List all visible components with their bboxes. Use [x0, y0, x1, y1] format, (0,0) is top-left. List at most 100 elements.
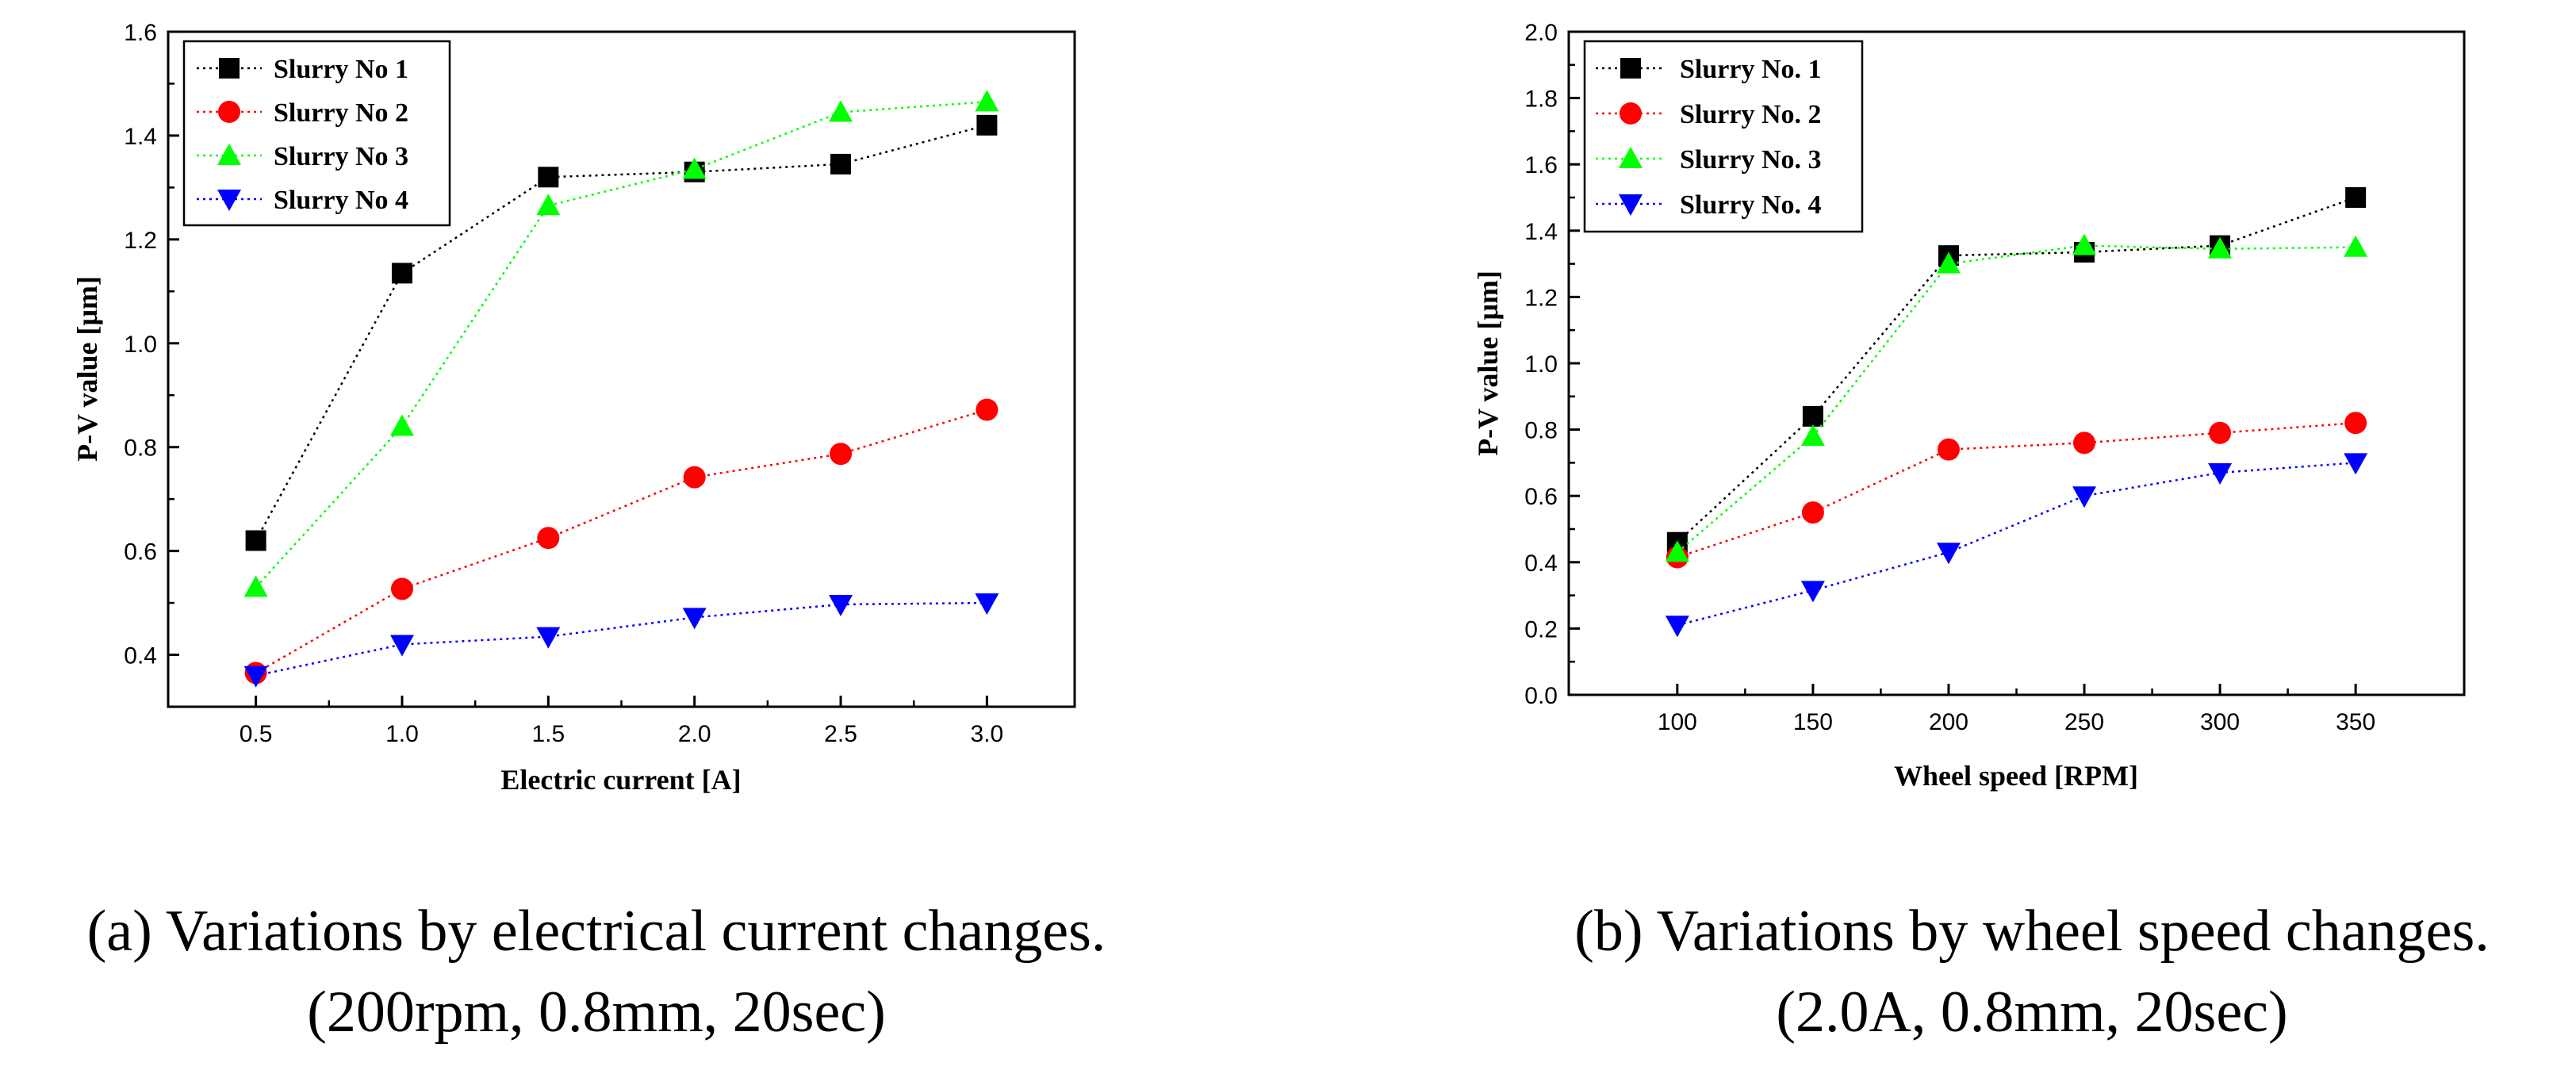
- caption-line-1: (a) Variations by electrical current cha…: [87, 899, 1106, 964]
- legend: Slurry No 1 Slurry No 2 Slurry No 3 Slurry …: [182, 40, 451, 227]
- y-tick-label: 0.6: [124, 539, 157, 566]
- legend-marker: [218, 101, 240, 123]
- data-point: [2208, 462, 2233, 485]
- series-line-2: [255, 409, 987, 674]
- data-point: [975, 90, 999, 112]
- legend-marker: [1620, 102, 1642, 125]
- y-tick-label: 0.4: [124, 643, 157, 669]
- legend-marker: [1619, 194, 1643, 216]
- x-tick-label: 2.5: [824, 721, 857, 747]
- legend-marker: [217, 144, 241, 165]
- y-tick-label: 1.2: [1524, 285, 1558, 311]
- x-tick-label: 300: [2200, 709, 2240, 735]
- y-tick-label: 1.8: [1524, 86, 1558, 113]
- series-line-1: [1676, 196, 2356, 543]
- x-tick-label: 1.0: [385, 721, 419, 747]
- data-point: [245, 530, 266, 551]
- data-point: [1800, 581, 1825, 603]
- data-point: [2344, 412, 2367, 435]
- x-tick-label: 350: [2336, 709, 2375, 735]
- x-tick-label: 2.0: [678, 721, 711, 747]
- data-point: [682, 608, 707, 630]
- caption-line-2: (2.0A, 0.8mm, 20sec): [1776, 980, 2287, 1045]
- caption-line-2: (200rpm, 0.8mm, 20sec): [307, 980, 886, 1045]
- data-point: [243, 575, 268, 597]
- data-point: [389, 414, 414, 436]
- data-point: [1800, 424, 1825, 446]
- legend-label: Slurry No. 4: [1680, 190, 1822, 220]
- series-line-4: [255, 601, 987, 677]
- series-layer: [1665, 187, 2368, 638]
- data-point: [829, 595, 853, 617]
- x-tick-label: 250: [2064, 709, 2104, 735]
- data-point: [243, 665, 268, 688]
- y-tick-label: 2.0: [1524, 20, 1558, 46]
- y-tick-label: 1.6: [1524, 152, 1558, 178]
- data-point: [976, 398, 999, 421]
- legend-marker: [1620, 58, 1641, 79]
- legend-label: Slurry No. 1: [1680, 55, 1822, 84]
- data-point: [1801, 501, 1824, 524]
- legend-label: Slurry No. 2: [1680, 100, 1822, 129]
- data-point: [1665, 540, 1689, 562]
- data-point: [2344, 235, 2368, 257]
- data-point: [2344, 453, 2368, 475]
- x-tick-label: 0.5: [240, 721, 273, 747]
- series-line-4: [1677, 462, 2356, 627]
- data-point: [2072, 486, 2097, 508]
- data-point: [2209, 421, 2232, 444]
- legend-marker: [1619, 147, 1643, 168]
- y-tick-label: 0.6: [1524, 484, 1558, 510]
- x-axis-title: Wheel speed [RPM]: [1894, 760, 2138, 792]
- legend: Slurry No. 1 Slurry No. 2 Slurry No. 3 Slur…: [1583, 40, 1864, 233]
- axis-ticks: 0.5 1.0 1.5 2.0 2.5 3.0 0.4 0.6 0.8 1.0 1.2 1.4 1.6: [124, 20, 1003, 747]
- axis-ticks: 100 150 200 250 300 350 0.0 0.2 0.4 0.6 0.8 1.0 1.2 1…: [1524, 20, 2375, 735]
- legend-label: Slurry No 4: [274, 186, 408, 215]
- data-point: [538, 167, 559, 188]
- legend-label: Slurry No. 3: [1680, 145, 1822, 175]
- y-tick-label: 1.2: [124, 228, 157, 254]
- data-point: [1936, 543, 1961, 565]
- y-tick-label: 1.0: [1524, 351, 1558, 378]
- data-point: [1936, 251, 1961, 274]
- y-tick-label: 0.2: [1524, 616, 1558, 642]
- data-point: [2073, 432, 2096, 455]
- data-point: [975, 593, 999, 616]
- caption-line-1: (b) Variations by wheel speed changes.: [1574, 899, 2490, 964]
- data-point: [536, 194, 561, 216]
- data-point: [1937, 438, 1960, 461]
- y-tick-label: 1.4: [1524, 219, 1558, 245]
- x-tick-label: 200: [1929, 709, 1968, 735]
- x-axis-title: Electric current [A]: [500, 764, 741, 796]
- x-tick-label: 1.5: [531, 721, 565, 747]
- series-layer: [243, 90, 999, 688]
- data-point: [2345, 187, 2367, 208]
- data-point: [1802, 405, 1823, 427]
- data-point: [976, 114, 998, 136]
- x-tick-label: 3.0: [971, 721, 1004, 747]
- data-point: [389, 635, 414, 657]
- x-tick-label: 100: [1658, 709, 1697, 735]
- series-line-3: [1677, 244, 2356, 554]
- chart-panel-a: 0.5 1.0 1.5 2.0 2.5 3.00.40.60.81.01.21.41.6 …: [71, 20, 1106, 1045]
- legend-marker: [217, 190, 241, 211]
- data-point: [830, 153, 852, 175]
- data-point: [829, 100, 853, 122]
- data-point: [1665, 616, 1689, 638]
- y-tick-label: 1.0: [124, 332, 157, 358]
- data-point: [390, 577, 413, 600]
- y-tick-label: 0.8: [124, 435, 157, 462]
- y-axis-title: P-V value [μm]: [71, 276, 103, 462]
- data-point: [682, 157, 707, 179]
- data-point: [830, 443, 853, 466]
- chart-panel-b: 100 150 200 250 300 350 0.0 0.2 0.4 0.6 0.8 1.0 1.2 1…: [1472, 20, 2490, 1045]
- data-point: [2072, 233, 2097, 255]
- data-point: [2208, 236, 2233, 259]
- legend-label: Slurry No 3: [274, 142, 408, 171]
- data-point: [391, 263, 412, 284]
- legend-label: Slurry No 1: [274, 55, 408, 84]
- data-point: [536, 627, 561, 649]
- y-axis-title: P-V value [μm]: [1472, 270, 1504, 456]
- legend-marker: [219, 58, 240, 79]
